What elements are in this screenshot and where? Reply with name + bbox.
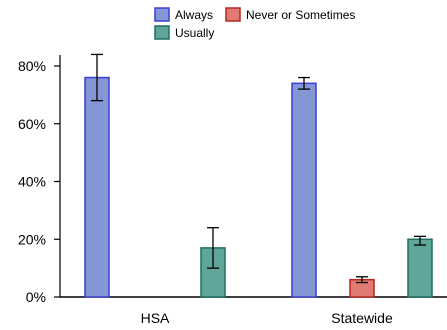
legend-item: Never or Sometimes xyxy=(225,7,355,22)
bars xyxy=(84,76,433,298)
y-tick-label: 80% xyxy=(18,58,46,74)
error-bar xyxy=(414,235,426,246)
error-bar xyxy=(207,227,219,269)
legend-item: Usually xyxy=(154,25,214,40)
y-axis: 0% 20% 40% 60% 80% xyxy=(18,55,61,305)
legend-item: Always xyxy=(154,7,213,22)
error-bar xyxy=(298,76,310,90)
error-bars xyxy=(91,53,426,284)
x-category-label: Statewide xyxy=(331,310,393,326)
legend-label: Always xyxy=(175,8,213,22)
bar xyxy=(84,76,110,298)
bar xyxy=(407,238,433,298)
legend-swatch xyxy=(154,25,170,40)
legend-swatch xyxy=(225,7,241,22)
legend-swatch xyxy=(154,7,170,22)
y-tick-label: 60% xyxy=(18,116,46,132)
error-bar xyxy=(91,53,103,102)
legend-label: Never or Sometimes xyxy=(246,8,355,22)
y-tick-label: 20% xyxy=(18,231,46,247)
y-tick-label: 0% xyxy=(26,289,46,305)
legend: Always Never or Sometimes Usually xyxy=(154,7,355,40)
x-category-label: HSA xyxy=(141,310,170,326)
error-bar xyxy=(356,276,368,284)
legend-label: Usually xyxy=(175,26,214,40)
x-axis: HSA Statewide xyxy=(60,296,447,326)
bar xyxy=(291,82,317,298)
y-tick-label: 40% xyxy=(18,174,46,190)
